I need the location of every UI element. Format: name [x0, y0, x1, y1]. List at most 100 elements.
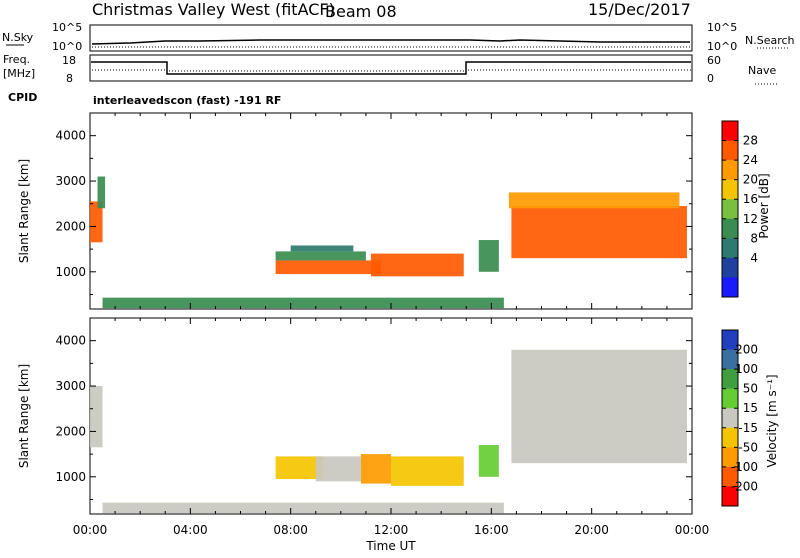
- nsearch-label: N.Search: [745, 34, 795, 47]
- nave-tick-high: 60: [707, 54, 721, 67]
- x-tick-label: 00:00: [675, 523, 710, 537]
- data-region: [391, 456, 464, 486]
- colorbar-tick-label: 24: [743, 153, 758, 167]
- freq-tick-high: 18: [62, 54, 76, 67]
- nave-trace: [92, 69, 691, 72]
- beam-label: Beam 08: [325, 2, 397, 21]
- colorbar-segment: [722, 179, 738, 200]
- colorbar-segment: [722, 408, 738, 429]
- data-region: [90, 386, 103, 448]
- power-ylabel: Slant Range [km]: [17, 159, 31, 263]
- data-region: [97, 176, 106, 209]
- power-panel: 1000 2000 3000 4000: [55, 112, 693, 310]
- colorbar-segment: [722, 199, 738, 220]
- data-region: [275, 260, 381, 275]
- data-region: [315, 456, 361, 482]
- colorbar-tick-label: 16: [743, 192, 758, 206]
- data-region: [290, 245, 354, 252]
- data-region: [275, 251, 366, 261]
- colorbar-segment: [722, 330, 738, 351]
- colorbar-segment: [722, 486, 738, 507]
- colorbar-tick-label: 4: [750, 251, 758, 265]
- colorbar-tick-label: 20: [743, 173, 758, 187]
- freq-strip: [89, 54, 693, 82]
- colorbar-tick-label: -100: [731, 460, 758, 474]
- x-tick-label: 16:00: [474, 523, 509, 537]
- colorbar-segment: [722, 427, 738, 448]
- x-tick-label: 04:00: [173, 523, 208, 537]
- y-tick-label: 4000: [55, 334, 86, 348]
- colorbar-tick-label: 12: [743, 212, 758, 226]
- data-region: [478, 240, 499, 272]
- colorbar-segment: [722, 218, 738, 239]
- colorbar-tick-label: 50: [743, 382, 758, 396]
- velocity-panel: 1000 2000 3000 4000: [55, 317, 693, 515]
- power-data: [90, 176, 687, 309]
- power-y-ticks: 1000 2000 3000 4000: [55, 112, 692, 295]
- nsky-tick-low: 10^0: [52, 40, 82, 53]
- data-region: [90, 201, 103, 243]
- freq-trace: [91, 61, 691, 75]
- colorbar-tick-label: -200: [731, 479, 758, 493]
- data-region: [102, 297, 504, 309]
- colorbar-segment: [722, 277, 738, 298]
- colorbar-tick-label: 100: [735, 362, 758, 376]
- colorbar-tick-label: -15: [738, 421, 758, 435]
- y-tick-label: 2000: [55, 219, 86, 233]
- colorbar-segment: [722, 447, 738, 468]
- nave-tick-low: 0: [707, 72, 714, 85]
- colorbar-segment: [722, 140, 738, 161]
- colorbar-segment: [722, 160, 738, 181]
- y-tick-label: 1000: [55, 265, 86, 279]
- nsky-trace: [91, 39, 690, 45]
- data-region: [478, 445, 499, 477]
- y-tick-label: 3000: [55, 174, 86, 188]
- freq-tick-low: 8: [66, 72, 73, 85]
- colorbar-segment: [722, 466, 738, 487]
- colorbar-frame: [721, 329, 739, 507]
- x-tick-label: 00:00: [73, 523, 108, 537]
- velocity-y-ticks: 1000 2000 3000 4000: [55, 317, 692, 500]
- velocity-colorbar: 200 100 50 15 -15 -50 -100 -200: [721, 329, 758, 507]
- power-colorbar-label: Power [dB]: [757, 173, 771, 238]
- colorbar-segment: [722, 121, 738, 142]
- data-region: [102, 502, 504, 514]
- data-region: [275, 456, 324, 480]
- nsky-strip: [89, 24, 693, 52]
- x-axis-ticks: 00:00 04:00 08:00 12:00 16:00 20:00 00:00: [73, 113, 710, 537]
- data-region: [511, 349, 687, 464]
- y-tick-label: 2000: [55, 424, 86, 438]
- power-colorbar: 28 24 20 16 12 8 4: [721, 120, 758, 298]
- y-tick-label: 3000: [55, 379, 86, 393]
- x-tick-label: 12:00: [374, 523, 409, 537]
- cpid-text: interleavedscon (fast) -191 RF: [93, 94, 281, 107]
- x-axis-label: Time UT: [365, 539, 416, 553]
- colorbar-tick-label: 200: [735, 343, 758, 357]
- data-region: [370, 253, 464, 277]
- colorbar-segment: [722, 388, 738, 409]
- nsearch-tick-low: 10^0: [707, 40, 737, 53]
- freq-label-2: [MHz]: [3, 67, 35, 80]
- data-region: [360, 454, 391, 484]
- data-region: [511, 206, 687, 259]
- velocity-ylabel: Slant Range [km]: [17, 364, 31, 468]
- colorbar-tick-label: -50: [738, 440, 758, 454]
- colorbar-tick-label: 15: [743, 401, 758, 415]
- nave-label: Nave: [748, 64, 776, 77]
- colorbar-segment: [722, 238, 738, 259]
- colorbar-segment: [722, 349, 738, 370]
- x-tick-label: 20:00: [574, 523, 609, 537]
- y-tick-label: 4000: [55, 129, 86, 143]
- colorbar-segment: [722, 257, 738, 278]
- nsky-tick-high: 10^5: [52, 21, 82, 34]
- x-tick-label: 08:00: [273, 523, 308, 537]
- velocity-colorbar-label: Velocity [m s⁻¹]: [765, 374, 779, 467]
- date-label: 15/Dec/2017: [588, 0, 691, 19]
- y-tick-label: 1000: [55, 470, 86, 484]
- freq-label-1: Freq.: [3, 53, 30, 66]
- colorbar-segment: [722, 369, 738, 390]
- nsky-label: N.Sky: [2, 31, 34, 44]
- colorbar-frame: [721, 120, 739, 298]
